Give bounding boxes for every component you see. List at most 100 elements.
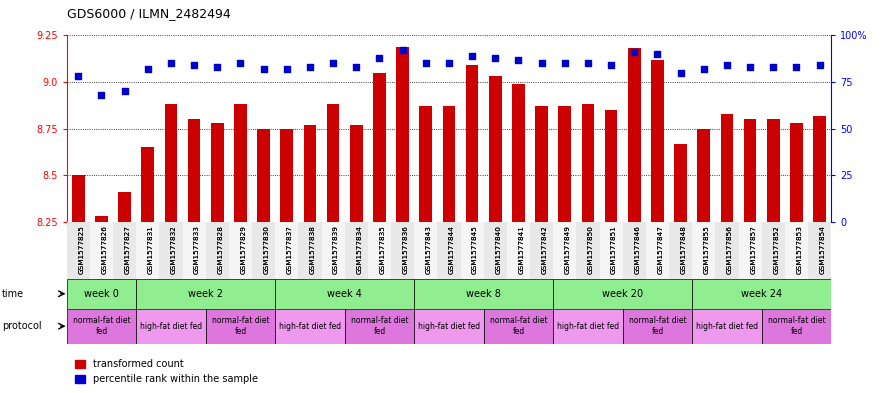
Bar bbox=[118, 192, 131, 222]
Text: GSM1577830: GSM1577830 bbox=[264, 225, 269, 274]
Bar bbox=[345, 222, 368, 279]
Text: GSM1577848: GSM1577848 bbox=[681, 225, 686, 274]
Text: GSM1577838: GSM1577838 bbox=[310, 225, 316, 274]
Text: GSM1577842: GSM1577842 bbox=[541, 225, 548, 274]
Text: GSM1577847: GSM1577847 bbox=[658, 225, 663, 274]
Bar bbox=[739, 222, 762, 279]
Text: GSM1577851: GSM1577851 bbox=[611, 225, 617, 274]
Point bbox=[557, 60, 572, 66]
Point bbox=[442, 60, 456, 66]
Bar bbox=[489, 77, 501, 222]
Bar bbox=[605, 110, 618, 222]
Point bbox=[627, 49, 641, 55]
Text: GSM1577832: GSM1577832 bbox=[171, 225, 177, 274]
Bar bbox=[553, 279, 693, 309]
Text: GSM1577843: GSM1577843 bbox=[426, 225, 432, 274]
Bar bbox=[67, 309, 136, 344]
Text: high-fat diet fed: high-fat diet fed bbox=[557, 322, 619, 331]
Bar bbox=[461, 222, 484, 279]
Text: week 20: week 20 bbox=[602, 289, 644, 299]
Text: GSM1577837: GSM1577837 bbox=[287, 225, 292, 274]
Text: GSM1577852: GSM1577852 bbox=[773, 225, 780, 274]
Bar bbox=[669, 222, 693, 279]
Bar bbox=[599, 222, 622, 279]
Point bbox=[766, 64, 781, 70]
Bar bbox=[530, 222, 553, 279]
Bar bbox=[512, 84, 525, 222]
Text: GSM1577843: GSM1577843 bbox=[426, 225, 432, 274]
Text: week 8: week 8 bbox=[466, 289, 501, 299]
Text: normal-fat diet
fed: normal-fat diet fed bbox=[350, 316, 408, 336]
Text: protocol: protocol bbox=[2, 321, 42, 331]
Bar bbox=[136, 222, 159, 279]
Bar bbox=[136, 309, 205, 344]
Bar bbox=[553, 222, 576, 279]
Bar bbox=[205, 222, 228, 279]
Bar bbox=[622, 309, 693, 344]
Text: GSM1577849: GSM1577849 bbox=[565, 225, 571, 274]
Bar bbox=[622, 222, 646, 279]
Bar bbox=[280, 129, 293, 222]
Bar bbox=[159, 222, 182, 279]
Point bbox=[187, 62, 201, 68]
Text: high-fat diet fed: high-fat diet fed bbox=[279, 322, 341, 331]
Bar bbox=[373, 73, 386, 222]
Text: GSM1577856: GSM1577856 bbox=[727, 225, 733, 274]
Bar bbox=[576, 222, 599, 279]
Text: GSM1577853: GSM1577853 bbox=[797, 225, 803, 274]
Point bbox=[534, 60, 549, 66]
Text: GSM1577835: GSM1577835 bbox=[380, 225, 386, 274]
Point bbox=[210, 64, 224, 70]
Bar bbox=[276, 222, 299, 279]
Text: GSM1577827: GSM1577827 bbox=[124, 225, 131, 274]
Point bbox=[465, 53, 479, 59]
Text: GDS6000 / ILMN_2482494: GDS6000 / ILMN_2482494 bbox=[67, 7, 230, 20]
Text: GSM1577836: GSM1577836 bbox=[403, 225, 409, 274]
Bar bbox=[808, 222, 831, 279]
Point bbox=[303, 64, 317, 70]
Text: week 0: week 0 bbox=[84, 289, 119, 299]
Text: GSM1577835: GSM1577835 bbox=[380, 225, 386, 274]
Bar bbox=[535, 107, 548, 222]
Text: GSM1577855: GSM1577855 bbox=[704, 225, 709, 274]
Bar bbox=[767, 119, 780, 222]
Bar bbox=[211, 123, 224, 222]
Bar bbox=[420, 107, 432, 222]
Bar bbox=[693, 309, 762, 344]
Text: GSM1577845: GSM1577845 bbox=[472, 225, 478, 274]
Point bbox=[349, 64, 364, 70]
Bar bbox=[228, 222, 252, 279]
Bar bbox=[484, 222, 507, 279]
Text: GSM1577856: GSM1577856 bbox=[727, 225, 733, 274]
Text: GSM1577825: GSM1577825 bbox=[78, 225, 84, 274]
Text: GSM1577849: GSM1577849 bbox=[565, 225, 571, 274]
Text: GSM1577847: GSM1577847 bbox=[658, 225, 663, 274]
Text: GSM1577829: GSM1577829 bbox=[240, 225, 246, 274]
Bar bbox=[234, 105, 247, 222]
Bar bbox=[466, 65, 478, 222]
Point bbox=[743, 64, 757, 70]
Bar bbox=[785, 222, 808, 279]
Point bbox=[419, 60, 433, 66]
Point bbox=[604, 62, 618, 68]
Text: GSM1577828: GSM1577828 bbox=[217, 225, 223, 274]
Point bbox=[511, 57, 525, 63]
Text: GSM1577851: GSM1577851 bbox=[611, 225, 617, 274]
Text: GSM1577854: GSM1577854 bbox=[820, 225, 826, 274]
Text: GSM1577841: GSM1577841 bbox=[518, 225, 525, 274]
Text: GSM1577844: GSM1577844 bbox=[449, 225, 455, 274]
Text: GSM1577840: GSM1577840 bbox=[495, 225, 501, 274]
Bar bbox=[276, 309, 345, 344]
Point bbox=[372, 55, 387, 61]
Point bbox=[233, 60, 247, 66]
Bar bbox=[90, 222, 113, 279]
Bar bbox=[113, 222, 136, 279]
Text: GSM1577853: GSM1577853 bbox=[797, 225, 803, 274]
Point bbox=[697, 66, 711, 72]
Text: week 4: week 4 bbox=[327, 289, 362, 299]
Bar bbox=[414, 309, 484, 344]
Text: week 2: week 2 bbox=[188, 289, 223, 299]
Text: high-fat diet fed: high-fat diet fed bbox=[418, 322, 480, 331]
Bar bbox=[188, 119, 201, 222]
Point bbox=[488, 55, 502, 61]
